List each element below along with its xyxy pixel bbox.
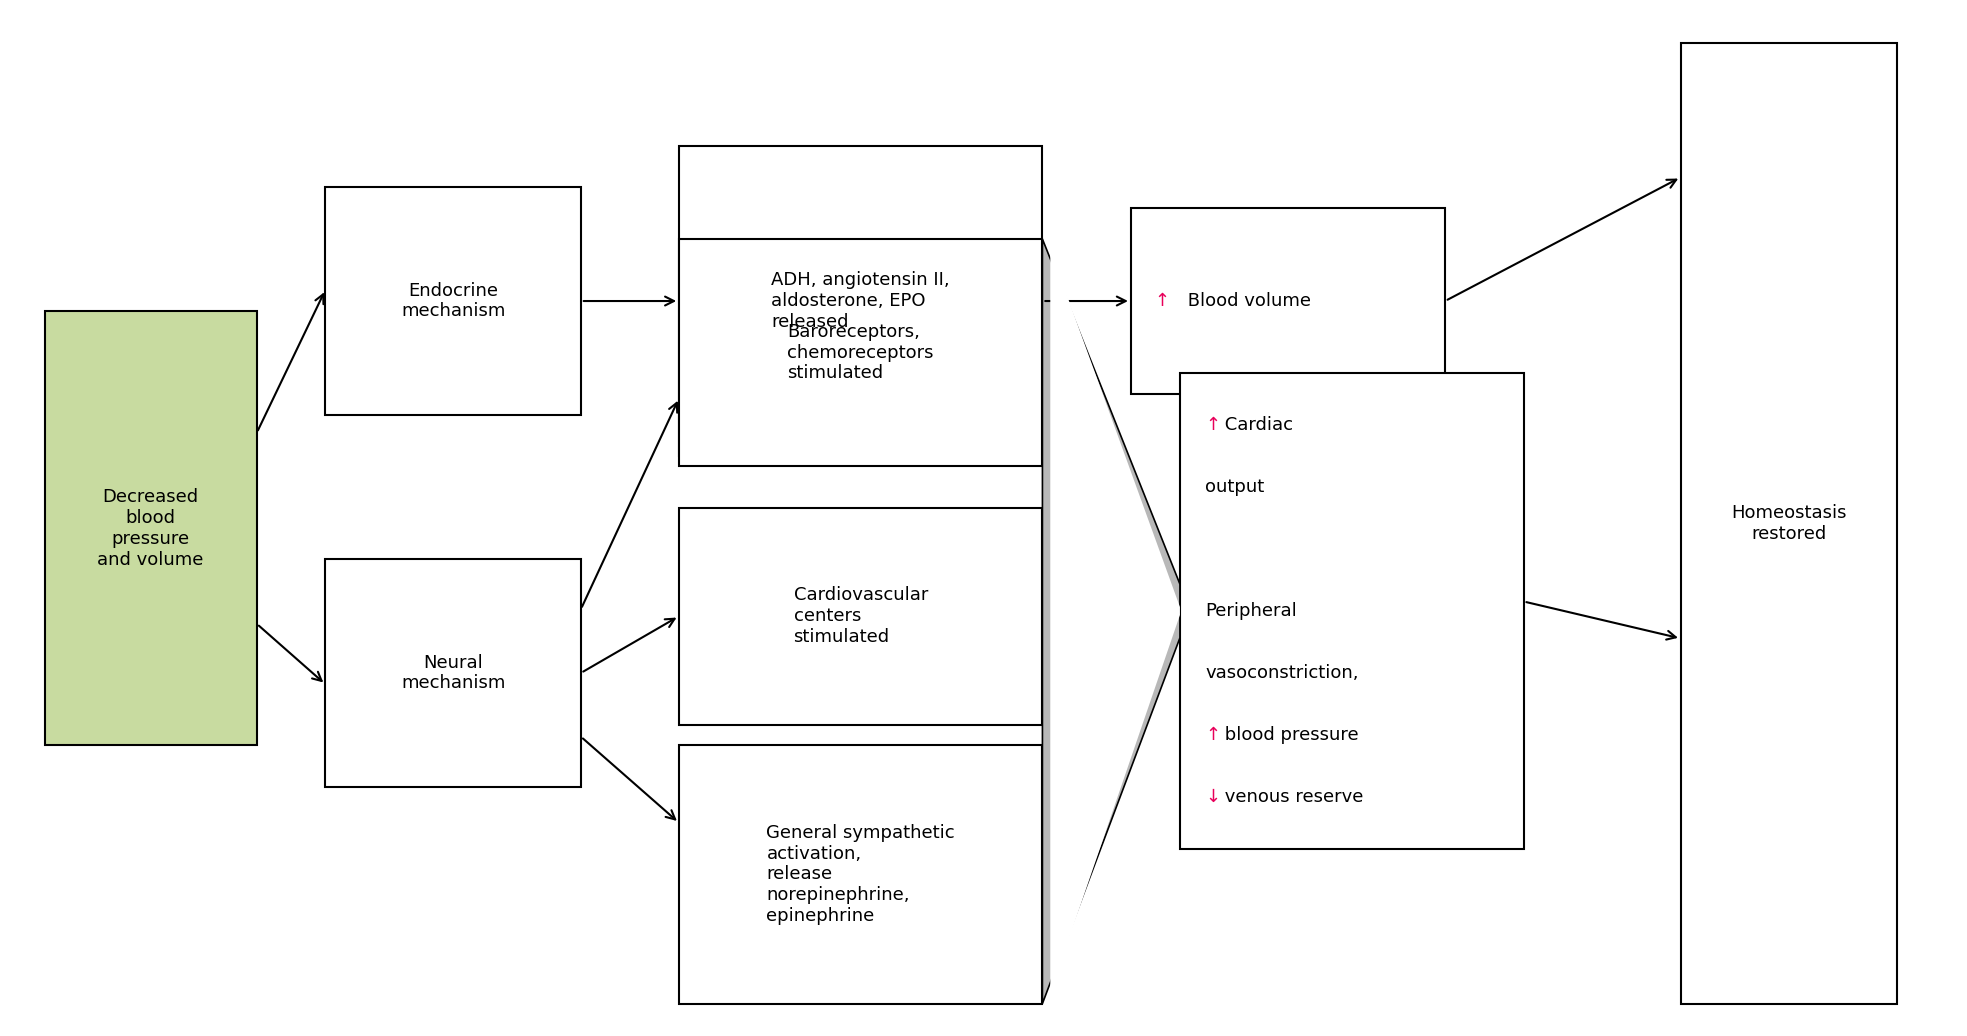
Text: ↑: ↑ bbox=[1206, 416, 1222, 434]
Text: venous reserve: venous reserve bbox=[1220, 788, 1363, 806]
Bar bbox=[1131, 208, 1446, 394]
Bar bbox=[679, 508, 1043, 724]
Text: General sympathetic
activation,
release
norepinephrine,
epinephrine: General sympathetic activation, release … bbox=[767, 824, 956, 925]
Text: Endocrine
mechanism: Endocrine mechanism bbox=[401, 282, 506, 320]
Bar bbox=[679, 745, 1043, 1004]
Bar bbox=[325, 559, 580, 786]
Bar bbox=[679, 239, 1043, 466]
Text: Baroreceptors,
chemoreceptors
stimulated: Baroreceptors, chemoreceptors stimulated bbox=[787, 323, 934, 382]
Text: ↑: ↑ bbox=[1206, 726, 1222, 744]
Text: Homeostasis
restored: Homeostasis restored bbox=[1731, 503, 1847, 543]
Text: blood pressure: blood pressure bbox=[1220, 726, 1359, 744]
Bar bbox=[679, 146, 1043, 456]
Bar bbox=[1680, 42, 1896, 1004]
Text: Neural
mechanism: Neural mechanism bbox=[401, 654, 506, 692]
Text: Cardiovascular
centers
stimulated: Cardiovascular centers stimulated bbox=[793, 586, 928, 646]
Text: output: output bbox=[1206, 478, 1265, 496]
Text: vasoconstriction,: vasoconstriction, bbox=[1206, 664, 1359, 682]
Text: Decreased
blood
pressure
and volume: Decreased blood pressure and volume bbox=[98, 488, 205, 569]
Polygon shape bbox=[1050, 250, 1180, 994]
Bar bbox=[1180, 373, 1524, 848]
Polygon shape bbox=[1043, 239, 1180, 1004]
Text: Peripheral: Peripheral bbox=[1206, 602, 1296, 620]
Bar bbox=[45, 312, 258, 745]
Text: Cardiac: Cardiac bbox=[1220, 416, 1292, 434]
Text: ADH, angiotensin II,
aldosterone, EPO
released: ADH, angiotensin II, aldosterone, EPO re… bbox=[771, 271, 950, 330]
Text: ↑: ↑ bbox=[1155, 292, 1170, 310]
Text: ↓: ↓ bbox=[1206, 788, 1222, 806]
Bar bbox=[325, 188, 580, 414]
Text: Blood volume: Blood volume bbox=[1182, 292, 1310, 310]
